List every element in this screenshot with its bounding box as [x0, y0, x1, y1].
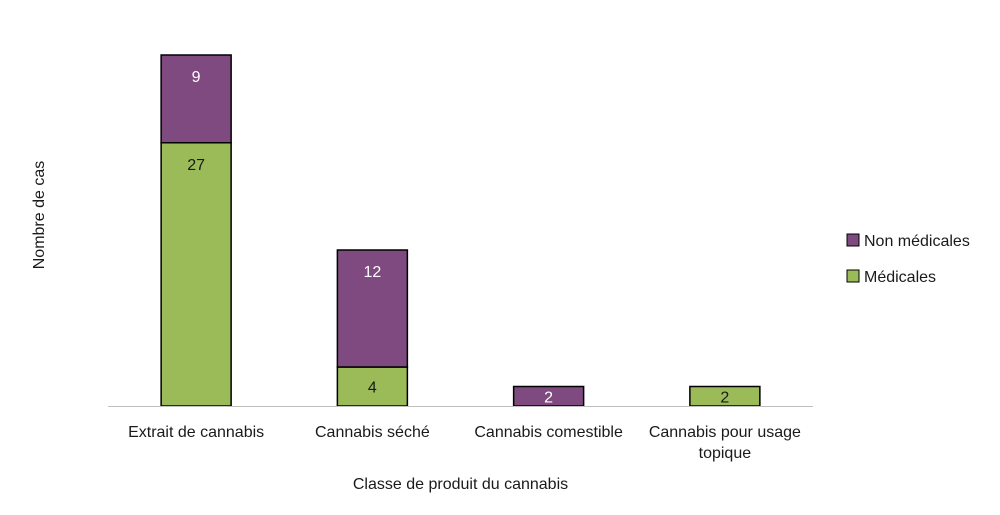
data-label: 2: [544, 389, 553, 406]
x-tick-label: Cannabis comestible: [474, 424, 623, 441]
x-tick-labels: Extrait de cannabis Cannabis séché Cannabi…: [128, 424, 801, 462]
legend: Non médicales Médicales: [846, 233, 970, 286]
data-label: 9: [192, 69, 201, 86]
bar-medicales-extrait-de-cannabis: [160, 142, 232, 407]
x-tick-label-line: Cannabis pour usage: [649, 424, 801, 441]
bars-group: 27 9 4 12 2 2: [160, 54, 761, 407]
x-tick-label: Cannabis pour usage topique: [649, 424, 801, 462]
data-label: 2: [720, 389, 729, 406]
x-tick-label-line: topique: [699, 445, 752, 462]
x-tick-label-line: Cannabis séché: [315, 424, 430, 441]
bar-non-medicales-extrait-de-cannabis: [160, 54, 232, 144]
legend-swatch-medicales: [846, 269, 860, 283]
x-tick-label-line: Extrait de cannabis: [128, 424, 264, 441]
data-label: 12: [363, 264, 381, 281]
x-axis-title: Classe de produit du cannabis: [353, 476, 568, 493]
legend-swatch-non-medicales: [846, 233, 860, 247]
data-label: 27: [187, 157, 205, 174]
bar-medicales-cannabis-seche: [336, 366, 409, 407]
legend-label-medicales: Médicales: [864, 269, 936, 286]
legend-label-non-medicales: Non médicales: [864, 233, 970, 250]
bar-non-medicales-cannabis-seche: [336, 249, 409, 368]
data-label: 4: [368, 380, 377, 397]
x-tick-label: Cannabis séché: [315, 424, 430, 441]
x-tick-label-line: Cannabis comestible: [474, 424, 623, 441]
x-tick-label: Extrait de cannabis: [128, 424, 264, 441]
y-axis-title: Nombre de cas: [31, 161, 48, 270]
